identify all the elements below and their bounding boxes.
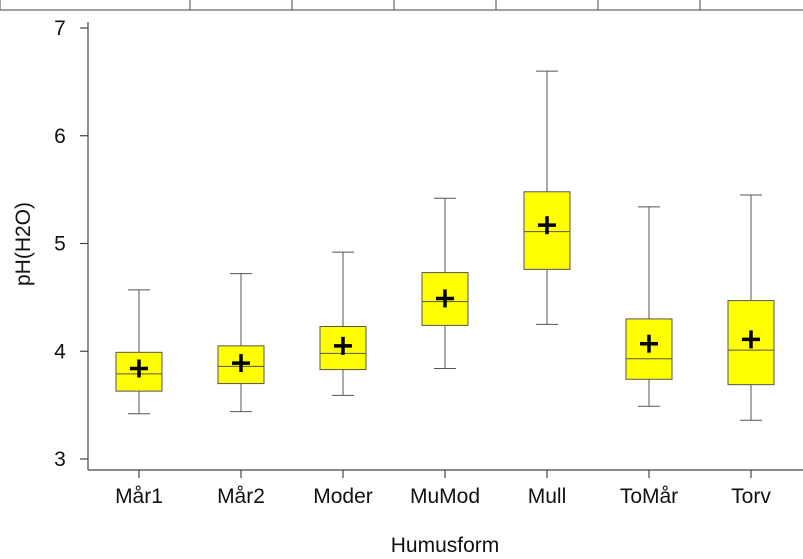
box-Moder: [319, 251, 367, 396]
x-axis-ticks: Mår1 Mår2 Moder MuMod Mull ToMår Torv: [115, 470, 771, 508]
y-tick-label-5: 5: [54, 233, 66, 256]
y-axis-title: pH(H2O): [12, 202, 35, 286]
box-Mår1: [115, 289, 163, 415]
y-tick-label-3: 3: [54, 448, 66, 471]
box-series: [115, 70, 775, 421]
x-tick-label-Mull: Mull: [528, 485, 567, 508]
x-tick-label-MuMod: MuMod: [410, 485, 480, 508]
x-tick-label-Mår1: Mår1: [115, 485, 163, 508]
box-Mull: [523, 70, 571, 325]
box-Mår2: [217, 273, 265, 413]
y-axis-ticks: 3 4 5 6 7: [54, 17, 88, 471]
y-tick-label-7: 7: [54, 17, 66, 40]
y-tick-label-4: 4: [54, 340, 66, 363]
box-ToMår: [625, 206, 673, 407]
x-tick-label-ToMår: ToMår: [620, 485, 678, 508]
y-tick-label-6: 6: [54, 125, 66, 148]
x-axis-title: Humusform: [391, 534, 500, 557]
x-tick-label-Torv: Torv: [731, 485, 771, 508]
top-panel-strip: [0, 0, 803, 11]
x-tick-label-Moder: Moder: [313, 485, 373, 508]
box-MuMod: [421, 197, 469, 369]
box-Torv: [727, 194, 775, 421]
x-tick-label-Mår2: Mår2: [217, 485, 265, 508]
